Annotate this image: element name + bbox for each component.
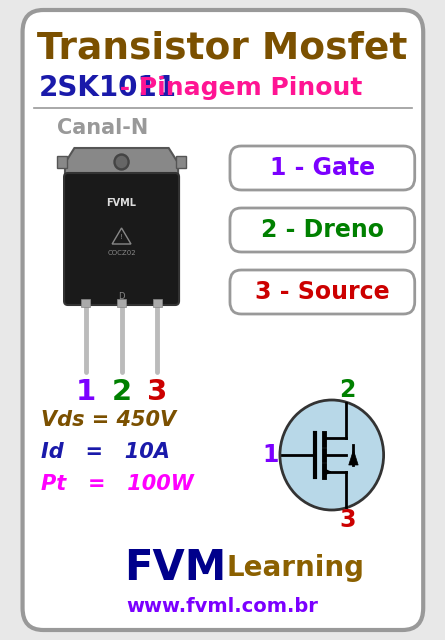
Bar <box>176 156 186 168</box>
FancyBboxPatch shape <box>230 270 415 314</box>
Text: 3: 3 <box>147 378 168 406</box>
Text: FVM: FVM <box>124 547 227 589</box>
Bar <box>153 299 162 307</box>
Text: !: ! <box>120 234 123 240</box>
Text: 2: 2 <box>112 378 132 406</box>
Text: 1: 1 <box>76 378 96 406</box>
Bar <box>81 299 90 307</box>
Text: 3: 3 <box>340 508 356 532</box>
Text: 3 - Source: 3 - Source <box>255 280 390 304</box>
FancyBboxPatch shape <box>64 173 179 305</box>
Text: 2 - Dreno: 2 - Dreno <box>261 218 384 242</box>
Circle shape <box>116 157 127 168</box>
Text: Id   =   10A: Id = 10A <box>41 442 170 462</box>
FancyBboxPatch shape <box>23 10 423 630</box>
Text: www.fvml.com.br: www.fvml.com.br <box>126 596 318 616</box>
Text: 2: 2 <box>340 378 356 402</box>
Text: FVML: FVML <box>106 198 137 208</box>
FancyBboxPatch shape <box>230 208 415 252</box>
Text: - Pinagem Pinout: - Pinagem Pinout <box>111 76 362 100</box>
Text: Pt   =   100W: Pt = 100W <box>41 474 194 494</box>
Text: D: D <box>118 291 125 301</box>
Text: Canal-N: Canal-N <box>57 118 148 138</box>
FancyBboxPatch shape <box>230 146 415 190</box>
Polygon shape <box>349 450 358 465</box>
Text: COCZ02: COCZ02 <box>107 250 136 256</box>
Text: 1: 1 <box>262 443 279 467</box>
Bar <box>57 156 67 168</box>
Text: Transistor Mosfet: Transistor Mosfet <box>37 30 408 66</box>
Text: Vds = 450V: Vds = 450V <box>41 410 177 430</box>
Circle shape <box>114 154 129 170</box>
Text: 2SK1011: 2SK1011 <box>38 74 176 102</box>
Polygon shape <box>65 148 178 176</box>
Circle shape <box>280 400 384 510</box>
Bar <box>117 299 126 307</box>
Text: Learning: Learning <box>227 554 365 582</box>
Text: 1 - Gate: 1 - Gate <box>270 156 375 180</box>
